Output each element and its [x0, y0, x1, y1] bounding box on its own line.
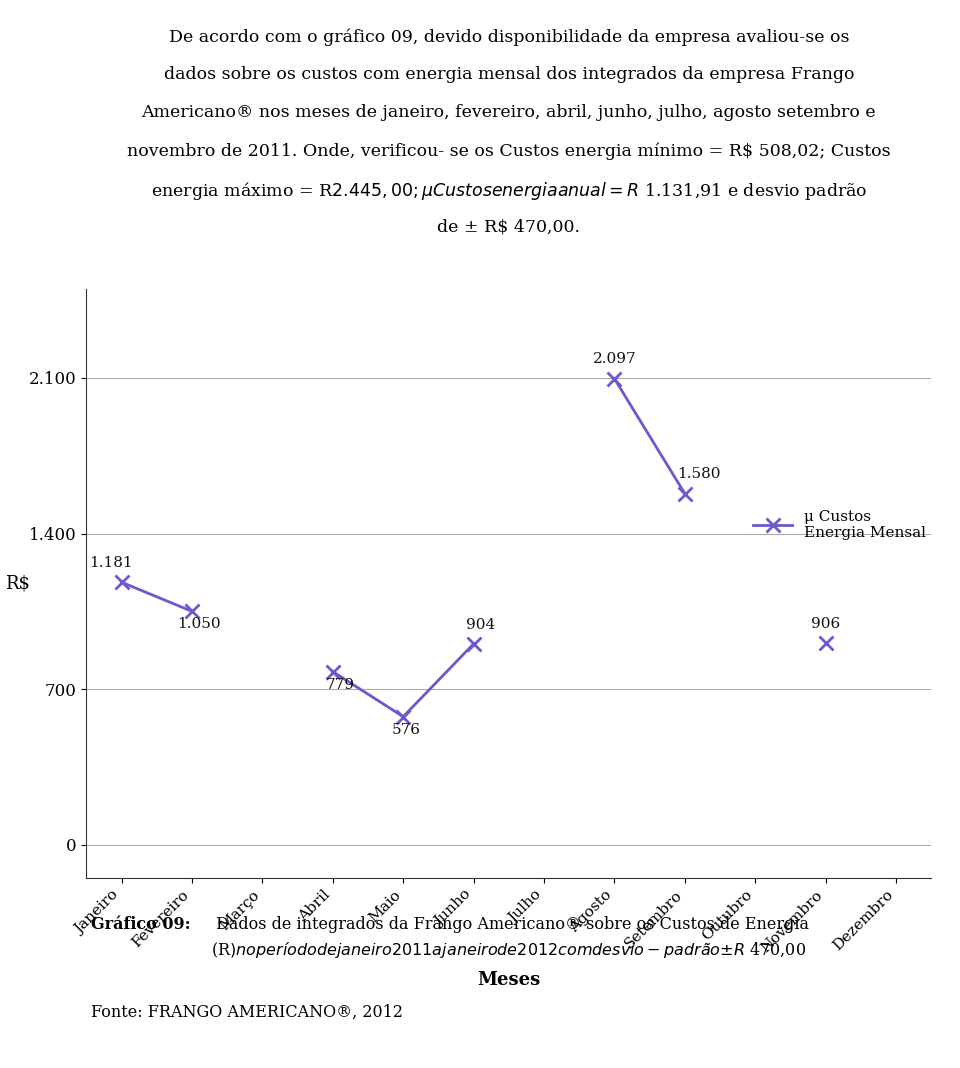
- Text: 779: 779: [325, 677, 354, 692]
- Text: novembro de 2011. Onde, verificou- se os Custos energia mínimo = R$ 508,02; Cust: novembro de 2011. Onde, verificou- se os…: [127, 142, 891, 160]
- Text: Americano® nos meses de janeiro, fevereiro, abril, junho, julho, agosto setembro: Americano® nos meses de janeiro, feverei…: [141, 105, 876, 122]
- Text: energia máximo = R$ 2.445,00; μ Custos energia anual = R$ 1.131,91 e desvio padr: energia máximo = R$ 2.445,00; μ Custos e…: [151, 180, 867, 202]
- Text: 1.050: 1.050: [178, 617, 221, 631]
- Text: Fonte: FRANGO AMERICANO®, 2012: Fonte: FRANGO AMERICANO®, 2012: [90, 1004, 402, 1021]
- Text: 906: 906: [811, 617, 840, 631]
- Legend: μ Custos
Energia Mensal: μ Custos Energia Mensal: [748, 503, 932, 546]
- Text: 1.181: 1.181: [89, 556, 132, 570]
- Y-axis label: R$: R$: [6, 575, 31, 593]
- Text: De acordo com o gráfico 09, devido disponibilidade da empresa avaliou-se os: De acordo com o gráfico 09, devido dispo…: [169, 29, 849, 46]
- Text: 2.097: 2.097: [592, 352, 636, 366]
- Text: de ± R$ 470,00.: de ± R$ 470,00.: [438, 218, 580, 235]
- Text: 904: 904: [466, 617, 495, 631]
- X-axis label: Meses: Meses: [477, 972, 540, 989]
- Text: dados sobre os custos com energia mensal dos integrados da empresa Frango: dados sobre os custos com energia mensal…: [163, 66, 854, 83]
- Text: Gráfico 09:: Gráfico 09:: [90, 915, 190, 932]
- Text: 576: 576: [393, 723, 421, 737]
- Text: 1.580: 1.580: [677, 468, 721, 482]
- Text: Dados de integrados da Frango Americano® sobre os Custos de Energia
(R$) no perí: Dados de integrados da Frango Americano®…: [211, 915, 809, 960]
